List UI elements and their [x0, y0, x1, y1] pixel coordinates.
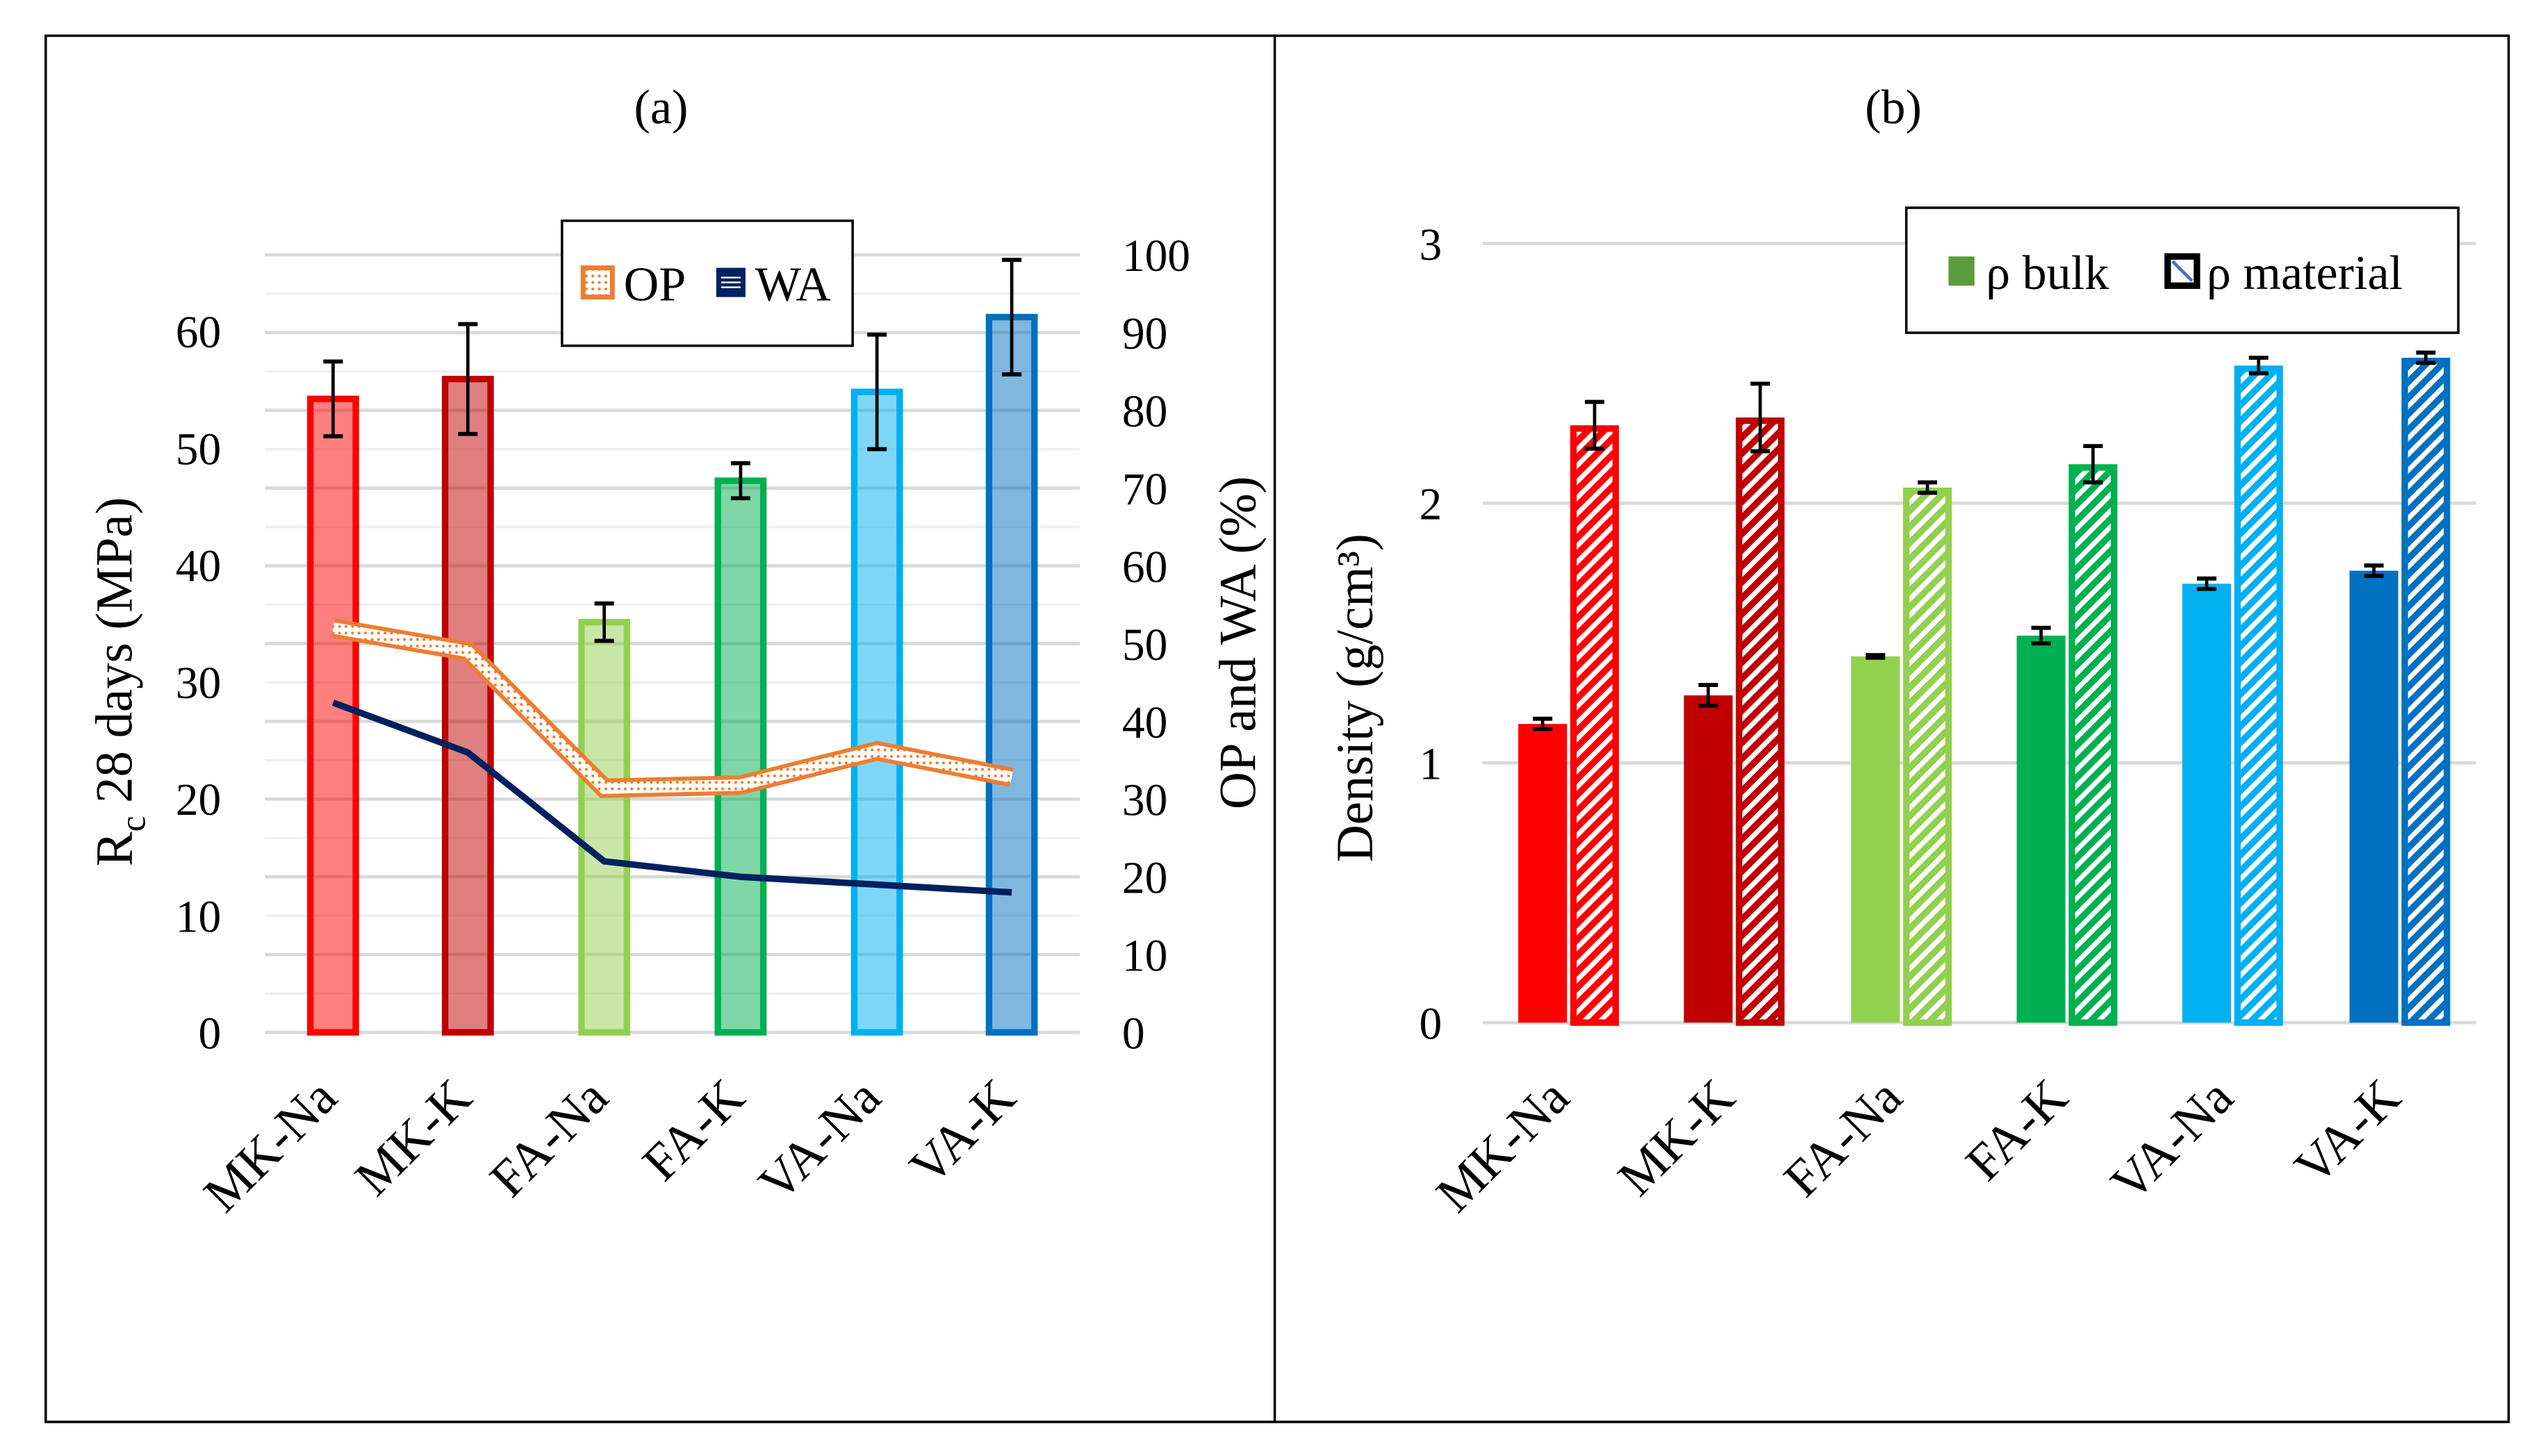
- panel-a-title: (a): [634, 81, 689, 135]
- y-tick-label-left: 50: [176, 424, 221, 474]
- bar-material-fa-k: [2068, 464, 2118, 1026]
- y-tick-label-right: 80: [1122, 387, 1167, 437]
- bar-bulk-va-na: [2182, 584, 2231, 1023]
- y-axis-label-density: Density (g/cm³): [1326, 533, 1384, 862]
- bar-rc-fa-k: [714, 477, 767, 1036]
- y-tick-label-right: 50: [1122, 620, 1167, 670]
- bar-material-mk-k: [1736, 417, 1785, 1026]
- y-axis-label-right: OP and WA (%): [1210, 476, 1267, 809]
- legend-op-label: OP: [624, 258, 686, 311]
- bar-material-fa-na: [1902, 487, 1952, 1026]
- y-tick-label-right: 100: [1122, 231, 1190, 281]
- bar-rc-va-na: [850, 388, 903, 1036]
- y-tick-label-right: 60: [1122, 543, 1167, 593]
- panel-b-title: (b): [1865, 81, 1922, 135]
- legend-b: ρ bulk ρ material: [1904, 206, 2460, 334]
- bar-bulk-va-k: [2349, 570, 2398, 1023]
- line-op: [332, 622, 1013, 794]
- y-tick-label-right: 10: [1122, 932, 1167, 982]
- legend-bulk-label: ρ bulk: [1986, 247, 2109, 300]
- bar-bulk-mk-k: [1684, 695, 1733, 1023]
- bar-material-va-na: [2234, 365, 2283, 1026]
- y-tick-label-left: 40: [176, 542, 221, 592]
- bar-bulk-fa-k: [2016, 636, 2066, 1023]
- legend-bulk-swatch: [1948, 256, 1975, 286]
- y-tick-label: 3: [1419, 220, 1442, 270]
- y-tick-label-right: 20: [1122, 854, 1167, 904]
- legend-wa-label: WA: [755, 258, 831, 311]
- legend-op-swatch: [580, 265, 615, 300]
- line-wa: [331, 700, 1012, 896]
- bar-rc-mk-k: [441, 375, 494, 1036]
- y-tick-label-left: 30: [176, 659, 221, 709]
- legend-a: OP WA: [561, 220, 854, 347]
- y-axis-label-left: Rc 28 days (MPa): [86, 497, 154, 867]
- legend-material-label: ρ material: [2207, 247, 2403, 300]
- y-tick-label: 1: [1419, 740, 1442, 790]
- y-tick-label: 2: [1419, 480, 1442, 530]
- y-tick-label-left: 10: [176, 892, 221, 942]
- bar-rc-va-k: [985, 313, 1038, 1036]
- bar-material-va-k: [2401, 358, 2451, 1026]
- y-tick-label-left: 20: [176, 775, 221, 825]
- y-tick-label-left: 0: [198, 1009, 221, 1059]
- bar-bulk-fa-na: [1851, 656, 1900, 1023]
- y-tick-label-right: 40: [1122, 698, 1167, 748]
- y-tick-label-left: 60: [176, 308, 221, 358]
- bar-rc-mk-na: [307, 395, 359, 1036]
- bar-bulk-mk-na: [1518, 724, 1567, 1023]
- y-tick-label: 0: [1419, 999, 1442, 1049]
- y-tick-label-right: 0: [1122, 1009, 1145, 1059]
- bar-rc-fa-na: [578, 618, 631, 1036]
- bar-material-mk-na: [1570, 425, 1620, 1026]
- y-tick-label-right: 90: [1122, 309, 1167, 359]
- y-tick-label-right: 70: [1122, 465, 1167, 515]
- y-tick-label-right: 30: [1122, 776, 1167, 826]
